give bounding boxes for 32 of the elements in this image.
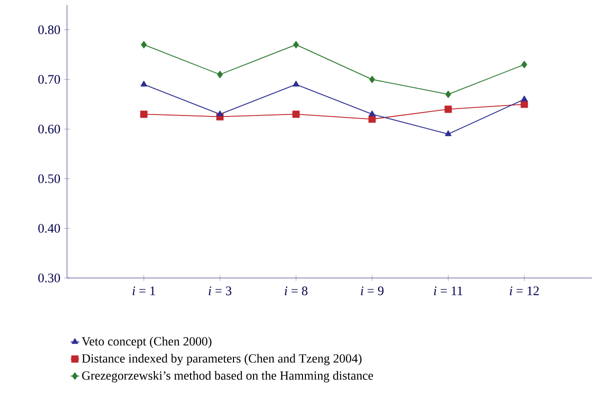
x-tick-label: i = 11 bbox=[434, 286, 462, 296]
legend-label: Grezegorzewski’s method based on the Hamming distance bbox=[82, 371, 374, 382]
point bbox=[141, 41, 147, 48]
point bbox=[293, 41, 299, 48]
point bbox=[140, 80, 148, 86]
x-tick-label: i = 8 bbox=[284, 286, 308, 296]
point bbox=[521, 60, 528, 68]
point bbox=[444, 130, 452, 136]
x-tick-label: i = 9 bbox=[360, 286, 384, 296]
y-tick-label: 0.70 bbox=[38, 75, 60, 84]
point bbox=[292, 110, 300, 118]
y-tick-label: 0.30 bbox=[38, 274, 60, 282]
point bbox=[140, 110, 148, 118]
point bbox=[368, 110, 376, 116]
x-tick-label: i = 3 bbox=[208, 286, 232, 296]
y-tick-label: 0.50 bbox=[38, 174, 60, 184]
point bbox=[369, 76, 375, 84]
x-tick-label: i = 1 bbox=[132, 286, 156, 296]
point bbox=[445, 90, 452, 98]
legend-label: Veto concept (Chen 2000) bbox=[82, 336, 212, 348]
y-tick-label: 0.80 bbox=[38, 25, 60, 34]
x-tick-label: i = 12 bbox=[510, 286, 539, 296]
y-tick-label: 0.60 bbox=[38, 124, 60, 134]
legend-label: Distance indexed by parameters (Chen and Tzeng 2004) bbox=[82, 354, 362, 366]
point bbox=[216, 110, 224, 116]
point bbox=[368, 116, 376, 123]
y-tick-label: 0.40 bbox=[38, 224, 60, 233]
point bbox=[521, 96, 528, 102]
point bbox=[444, 106, 452, 113]
point bbox=[292, 80, 300, 86]
point bbox=[520, 100, 528, 108]
point bbox=[217, 70, 223, 78]
